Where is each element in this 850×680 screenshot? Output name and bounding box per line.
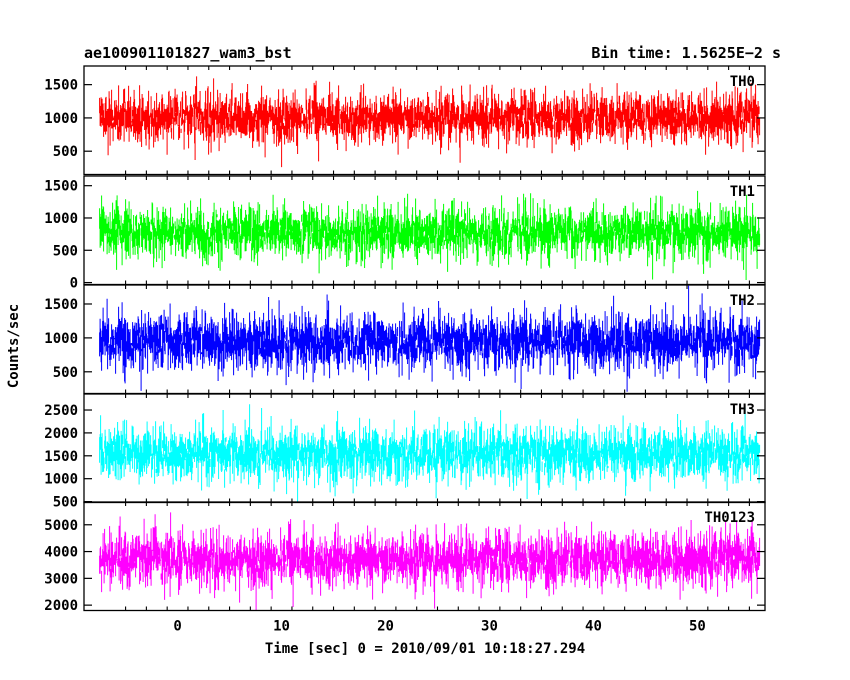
x-tick-label: 50 bbox=[689, 619, 706, 635]
y-tick-label: 4000 bbox=[44, 545, 78, 561]
y-tick-label: 1000 bbox=[44, 472, 78, 488]
y-tick-label: 1000 bbox=[44, 211, 78, 227]
x-tick-label: 0 bbox=[173, 619, 181, 635]
y-tick-label: 1500 bbox=[44, 297, 78, 313]
y-tick-label: 2000 bbox=[44, 426, 78, 442]
y-tick-label: 1500 bbox=[44, 449, 78, 465]
panel-th3: 500 1000 1500 2000 2500 TH3 bbox=[44, 393, 766, 511]
panel-th0: 500 1000 1500 TH0 bbox=[44, 65, 766, 176]
x-tick-label: 30 bbox=[481, 619, 498, 635]
panel-th1: 0 500 1000 1500 TH1 bbox=[44, 175, 766, 292]
y-tick-label: 500 bbox=[53, 495, 78, 511]
series-th2 bbox=[99, 285, 761, 392]
y-tick-label: 500 bbox=[53, 365, 78, 381]
panel-frame bbox=[83, 65, 766, 176]
y-tick-label: 3000 bbox=[44, 571, 78, 587]
y-tick-label: 5000 bbox=[44, 518, 78, 534]
series-th3 bbox=[99, 404, 761, 503]
y-tick-label: 0 bbox=[70, 276, 78, 292]
y-tick-label: 1000 bbox=[44, 331, 78, 347]
bin-time-label: Bin time: 1.5625E−2 s bbox=[591, 44, 781, 62]
panel-label: TH3 bbox=[730, 402, 755, 418]
x-tick-label: 20 bbox=[377, 619, 394, 635]
y-tick-label: 1500 bbox=[44, 179, 78, 195]
y-tick-label: 2500 bbox=[44, 403, 78, 419]
panel-th2: 500 1000 1500 TH2 bbox=[44, 284, 766, 395]
panel-label: TH1 bbox=[730, 184, 755, 200]
x-tick-label: 40 bbox=[585, 619, 602, 635]
panel-label: TH0 bbox=[730, 74, 755, 90]
y-tick-label: 2000 bbox=[44, 598, 78, 614]
series-th0123 bbox=[99, 512, 761, 611]
y-tick-label: 1500 bbox=[44, 78, 78, 94]
panel-label: TH2 bbox=[730, 293, 755, 309]
y-tick-label: 500 bbox=[53, 243, 78, 259]
figure-title: ae100901101827_wam3_bst bbox=[84, 44, 292, 62]
x-tick-label: 10 bbox=[273, 619, 290, 635]
series-th0 bbox=[99, 76, 761, 168]
y-tick-label: 1000 bbox=[44, 111, 78, 127]
y-axis-label: Counts/sec bbox=[6, 304, 22, 388]
x-axis-label: Time [sec] 0 = 2010/09/01 10:18:27.294 bbox=[265, 641, 585, 657]
panel-frame bbox=[83, 501, 766, 612]
series-th1 bbox=[99, 190, 761, 280]
y-tick-label: 500 bbox=[53, 144, 78, 160]
panel-th0123: 2000 3000 4000 5000 TH0123 bbox=[44, 501, 766, 614]
panel-label: TH0123 bbox=[704, 510, 755, 526]
